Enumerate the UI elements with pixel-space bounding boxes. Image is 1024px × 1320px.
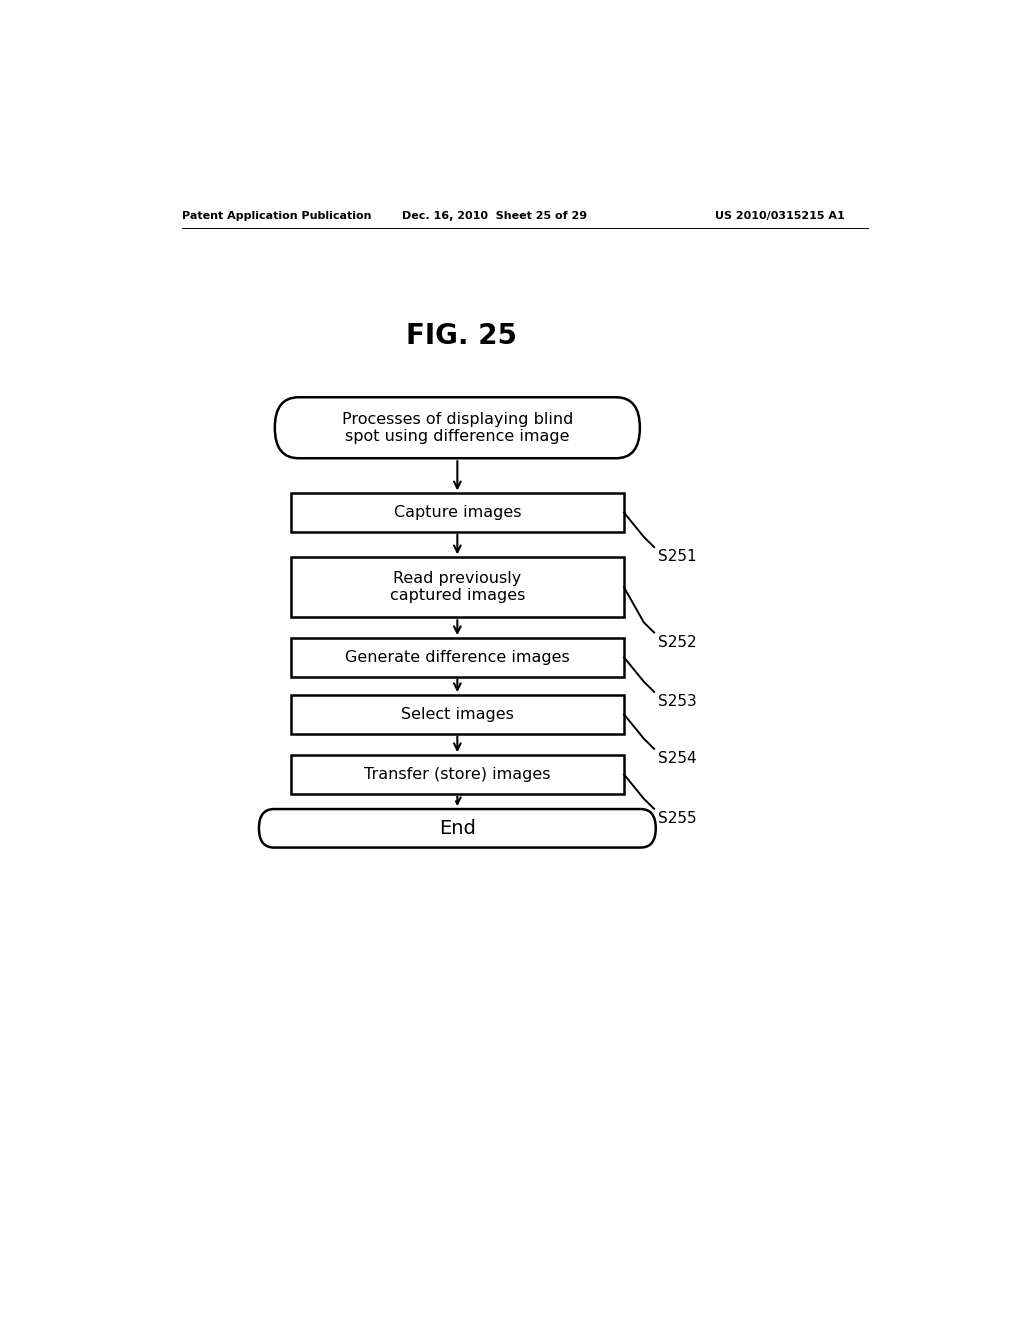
Text: S255: S255 [658, 810, 696, 826]
Text: S251: S251 [658, 549, 696, 564]
Bar [291, 696, 624, 734]
Text: S253: S253 [658, 694, 697, 709]
FancyBboxPatch shape [274, 397, 640, 458]
Bar [291, 494, 624, 532]
Text: Patent Application Publication: Patent Application Publication [182, 211, 372, 222]
Text: FIG. 25: FIG. 25 [406, 322, 517, 350]
Text: S252: S252 [658, 635, 696, 649]
Text: S254: S254 [658, 751, 696, 766]
Text: Transfer (store) images: Transfer (store) images [365, 767, 551, 781]
Bar [291, 557, 624, 618]
Text: End: End [439, 818, 476, 838]
Text: Processes of displaying blind
spot using difference image: Processes of displaying blind spot using… [342, 412, 573, 444]
Text: Dec. 16, 2010  Sheet 25 of 29: Dec. 16, 2010 Sheet 25 of 29 [401, 211, 587, 222]
Text: Generate difference images: Generate difference images [345, 649, 569, 665]
Text: Read previously
captured images: Read previously captured images [390, 572, 525, 603]
FancyBboxPatch shape [259, 809, 655, 847]
Text: US 2010/0315215 A1: US 2010/0315215 A1 [715, 211, 845, 222]
Bar [291, 638, 624, 677]
Text: Capture images: Capture images [393, 506, 521, 520]
Bar [291, 755, 624, 793]
Text: Select images: Select images [401, 706, 514, 722]
